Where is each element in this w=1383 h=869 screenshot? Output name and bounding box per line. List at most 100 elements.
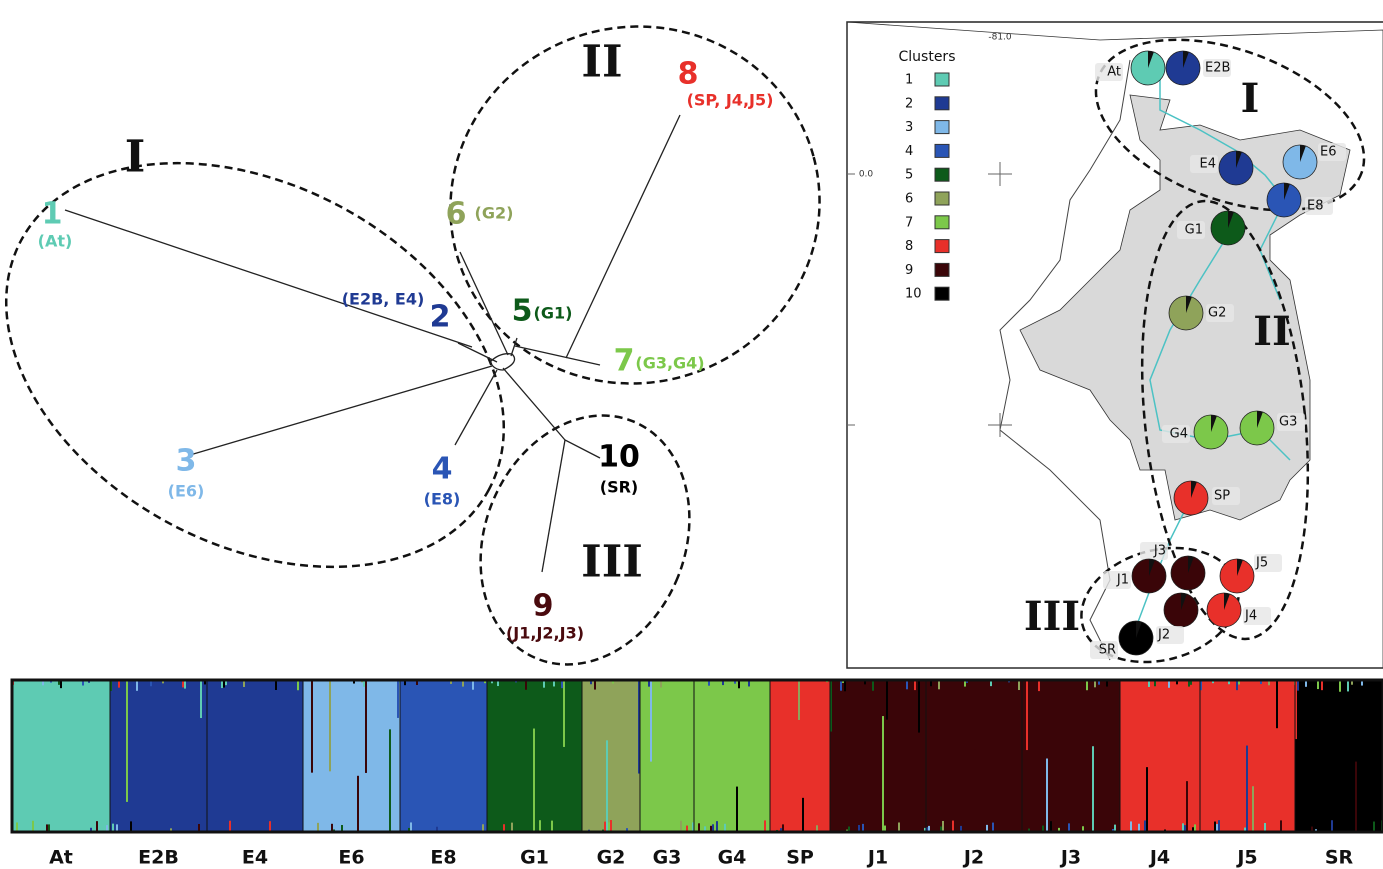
legend-label: 7 — [905, 215, 913, 230]
admixture — [660, 680, 662, 688]
admixture — [329, 680, 331, 772]
admixture — [680, 820, 682, 832]
admixture — [1246, 745, 1248, 832]
admixture — [539, 820, 541, 832]
site-label: SP — [1214, 489, 1230, 504]
legend-swatch — [934, 215, 950, 230]
admixture — [1297, 680, 1299, 691]
admixture — [503, 824, 505, 832]
admixture — [590, 680, 592, 685]
node-sites: (G2) — [475, 204, 514, 223]
legend-swatch — [934, 191, 950, 206]
admixture — [960, 825, 962, 832]
node-number: 8 — [678, 57, 699, 92]
legend-label: 3 — [905, 120, 913, 135]
admixture — [926, 827, 928, 832]
admixture — [331, 823, 333, 832]
admixture — [966, 680, 968, 684]
pie-slice — [1188, 556, 1194, 573]
admixture — [1339, 680, 1341, 692]
admixture — [1280, 820, 1282, 832]
admixture — [1058, 827, 1060, 832]
site-label: G4 — [1170, 427, 1188, 442]
admixture — [563, 680, 565, 747]
admixture — [1086, 680, 1088, 691]
site-label: SR — [1099, 643, 1116, 658]
admixture — [106, 825, 108, 832]
site-label-bg — [1156, 626, 1184, 644]
legend-label: 9 — [905, 263, 913, 278]
admixture — [1018, 680, 1020, 691]
admixture — [872, 680, 874, 691]
legend-swatch — [934, 143, 950, 158]
admixture — [1026, 680, 1028, 751]
admixture — [884, 825, 886, 832]
admixture — [724, 823, 726, 832]
admixture — [533, 728, 535, 832]
admixture — [184, 680, 186, 689]
admixture — [404, 680, 406, 686]
admixture — [830, 680, 832, 732]
population-label: E8 — [430, 847, 456, 869]
admixture — [1148, 680, 1150, 687]
admixture — [1200, 680, 1202, 691]
admixture — [1046, 758, 1048, 832]
admixture — [1218, 820, 1220, 832]
admixture — [301, 680, 303, 692]
admixture — [1042, 825, 1044, 832]
admixture — [882, 716, 884, 832]
admixture — [940, 826, 942, 832]
admixture — [914, 680, 916, 691]
admixture — [848, 826, 850, 832]
admixture — [150, 680, 152, 687]
admixture — [942, 820, 944, 832]
site-label-bg — [1103, 571, 1131, 589]
admixture — [1355, 761, 1357, 832]
admixture — [1068, 823, 1070, 832]
legend-swatch — [934, 262, 950, 277]
admixture — [1305, 680, 1307, 687]
group-label: III — [581, 537, 643, 588]
admixture — [1212, 680, 1214, 684]
admixture — [1331, 820, 1333, 832]
admixture — [1373, 821, 1375, 832]
admixture — [1028, 828, 1030, 832]
admixture — [650, 680, 652, 762]
population-block — [207, 680, 303, 832]
pie-slice — [1224, 593, 1230, 610]
admixture — [221, 680, 223, 689]
admixture — [840, 680, 842, 691]
admixture — [357, 775, 359, 832]
admixture — [606, 740, 608, 832]
site-label: J3 — [1153, 544, 1166, 559]
population-block — [1295, 680, 1383, 832]
admixture — [1295, 680, 1297, 740]
population-label: E2B — [138, 847, 179, 869]
admixture — [986, 824, 988, 832]
admixture — [204, 680, 206, 685]
admixture — [1236, 680, 1238, 691]
structure-frame — [10, 678, 1383, 834]
admixture — [484, 680, 486, 684]
admixture — [816, 825, 818, 832]
tree-panel — [4, 25, 821, 666]
admixture — [410, 822, 412, 832]
node-sites: (E6) — [168, 482, 205, 501]
admixture — [311, 680, 313, 773]
admixture — [297, 680, 299, 691]
admixture — [269, 821, 271, 832]
structure-plot — [10, 678, 1383, 834]
admixture — [1146, 767, 1148, 832]
branches — [64, 114, 681, 573]
admixture — [1114, 824, 1116, 832]
admixture — [1252, 786, 1254, 832]
admixture — [608, 822, 610, 832]
population-block — [12, 680, 110, 832]
admixture — [708, 680, 710, 686]
site-label: G3 — [1279, 415, 1297, 430]
admixture — [305, 680, 307, 691]
admixture — [610, 820, 612, 832]
legend-swatch — [934, 72, 950, 87]
admixture — [1094, 680, 1096, 688]
